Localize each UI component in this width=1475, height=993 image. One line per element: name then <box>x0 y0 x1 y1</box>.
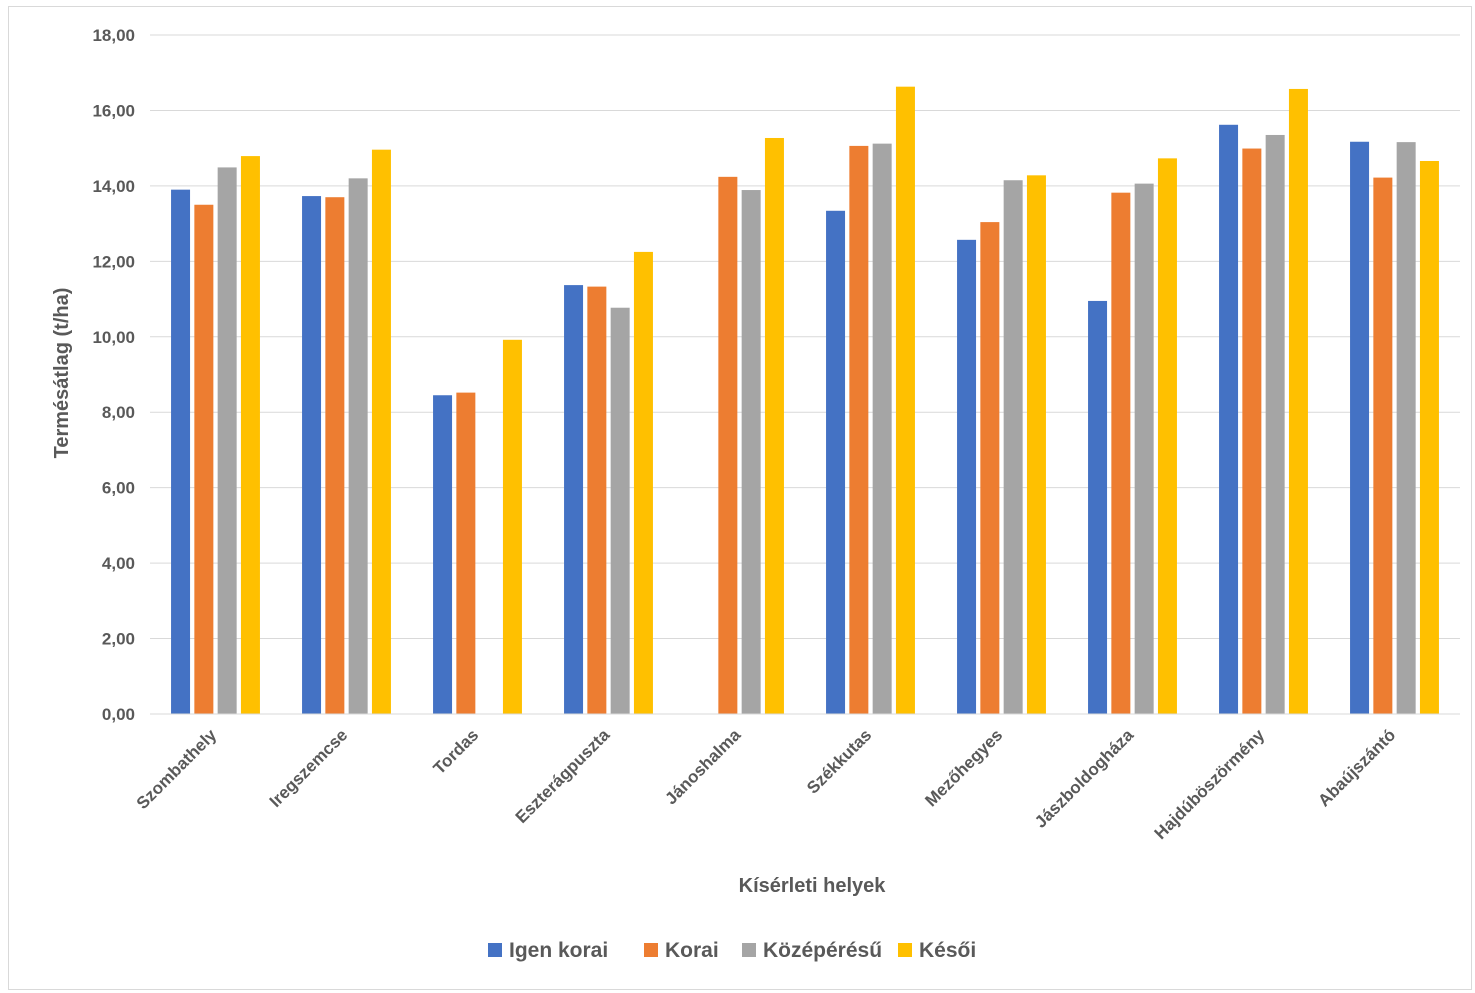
x-tick-label: Székkutas <box>803 725 875 797</box>
x-tick-label: Eszterágpuszta <box>512 725 614 827</box>
legend: Igen korai Korai Középérésű Késői <box>488 939 976 962</box>
bar-4-3 <box>502 339 522 714</box>
bar-3-7 <box>1003 180 1023 714</box>
gridlines <box>150 34 1460 640</box>
bar-2-8 <box>1111 192 1131 714</box>
legend-label: Késői <box>919 939 976 962</box>
y-tick-label: 4,00 <box>102 554 135 573</box>
bar-4-6 <box>895 86 915 714</box>
bar-4-7 <box>1026 175 1046 714</box>
bar-1-6 <box>826 210 846 714</box>
bar-2-7 <box>980 222 1000 714</box>
bar-2-10 <box>1373 177 1393 715</box>
bar-4-5 <box>764 137 784 714</box>
bar-1-10 <box>1350 141 1370 714</box>
legend-label: Középérésű <box>763 939 882 962</box>
y-tick-label: 12,00 <box>92 252 135 271</box>
bar-1-7 <box>957 239 977 714</box>
bar-4-2 <box>371 149 391 715</box>
bar-2-4 <box>587 286 607 714</box>
x-tick-label: Jánoshalma <box>661 725 744 808</box>
bar-3-8 <box>1134 183 1154 714</box>
bar-2-5 <box>718 176 738 714</box>
bar-1-4 <box>564 285 584 714</box>
y-axis-title: Termésátlag (t/ha) <box>51 288 73 459</box>
bar-2-3 <box>456 392 476 714</box>
y-tick-label: 2,00 <box>102 630 135 649</box>
x-tick-label: Szombathely <box>133 725 221 813</box>
bar-2-2 <box>325 197 345 714</box>
bar-3-1 <box>217 167 237 714</box>
y-tick-label: 14,00 <box>92 177 135 196</box>
y-tick-label: 8,00 <box>102 403 135 422</box>
y-tick-label: 16,00 <box>92 101 135 120</box>
bar-4-9 <box>1288 88 1308 715</box>
bar-3-4 <box>610 307 630 714</box>
legend-swatch <box>488 943 502 957</box>
bar-1-3 <box>433 395 453 714</box>
legend-swatch <box>644 943 658 957</box>
y-tick-label: 10,00 <box>92 328 135 347</box>
x-tick-label: Abaújszántó <box>1314 725 1399 810</box>
legend-label: Igen korai <box>509 939 608 962</box>
y-tick-label: 6,00 <box>102 479 135 498</box>
bar-4-8 <box>1157 158 1177 714</box>
bar-4-1 <box>240 156 260 715</box>
bar-2-6 <box>849 145 869 715</box>
legend-swatch <box>742 943 756 957</box>
bar-1-9 <box>1219 124 1239 715</box>
y-tick-label: 0,00 <box>102 705 135 724</box>
bar-1-8 <box>1088 300 1108 714</box>
x-axis-ticks: Szombathely Iregszemcse Tordas Eszterágpusz… <box>133 725 1400 843</box>
bar-2-1 <box>194 204 214 714</box>
bar-1-1 <box>171 189 191 714</box>
x-tick-label: Mezőhegyes <box>921 725 1006 810</box>
bar-3-6 <box>872 143 892 714</box>
bar-3-2 <box>348 178 368 714</box>
y-tick-label: 18,00 <box>92 26 135 45</box>
y-axis-ticks: 0,00 2,00 4,00 6,00 8,00 10,00 12,00 14,00 16,00… <box>92 26 135 724</box>
x-tick-label: Jászboldogháza <box>1031 725 1138 832</box>
bar-4-4 <box>633 251 653 714</box>
legend-swatch <box>898 943 912 957</box>
bar-3-10 <box>1396 142 1416 714</box>
bar-1-2 <box>302 196 322 715</box>
bar-3-5 <box>741 190 761 714</box>
x-tick-label: Tordas <box>430 725 483 778</box>
legend-label: Korai <box>665 939 719 962</box>
bars <box>171 86 1439 715</box>
bar-2-9 <box>1242 148 1262 714</box>
x-tick-label: Hajdúböszörmény <box>1151 725 1269 843</box>
x-axis-title: Kísérleti helyek <box>739 875 887 897</box>
x-tick-label: Iregszemcse <box>266 725 352 811</box>
bar-4-10 <box>1419 160 1439 715</box>
bar-3-9 <box>1265 134 1285 715</box>
